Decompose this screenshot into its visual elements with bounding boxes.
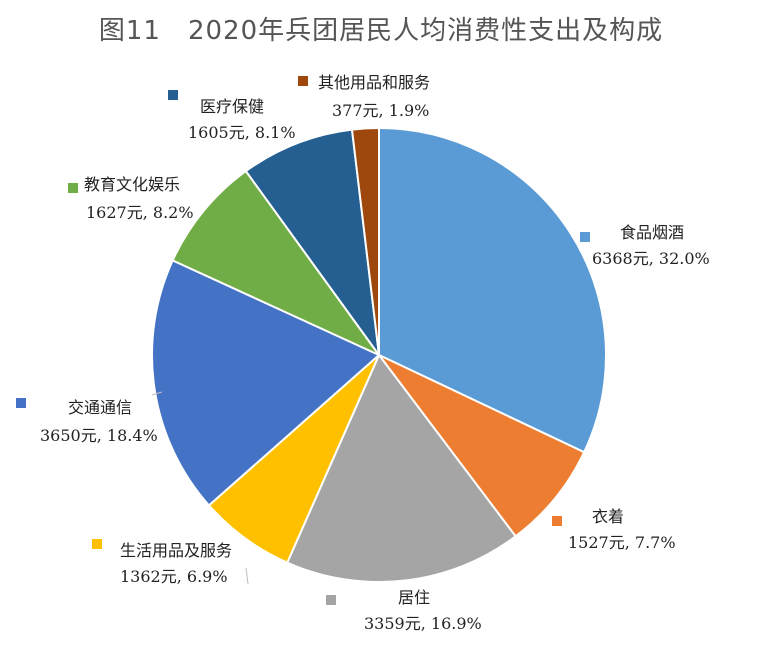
slice-value-label-6: 1605元, 8.1% [188,123,296,142]
slice-name-label-4: 交通通信 [68,398,132,417]
label-marker-6 [168,90,178,100]
slice-value-label-5: 1627元, 8.2% [86,203,194,222]
pie-slice-0 [378,126,607,454]
slice-value-label-4: 3650元, 18.4% [40,426,158,445]
slice-name-label-1: 衣着 [592,507,624,526]
label-marker-0 [580,232,590,242]
slice-name-label-6: 医疗保健 [200,97,264,116]
slice-name-label-5: 教育文化娱乐 [84,175,180,194]
slice-name-label-0: 食品烟酒 [620,223,684,242]
slice-value-label-1: 1527元, 7.7% [568,533,676,552]
label-marker-4 [16,398,26,408]
slice-name-label-2: 居住 [398,588,430,607]
pie-slice-4 [151,259,381,507]
slice-name-label-7: 其他用品和服务 [318,73,430,92]
slice-value-label-0: 6368元, 32.0% [592,249,710,268]
leader-line-3 [245,567,249,585]
label-marker-1 [552,516,562,526]
label-marker-3 [92,539,102,549]
leader-line-4 [151,391,163,396]
pie-slice-1 [378,354,586,538]
slice-value-label-3: 1362元, 6.9% [120,567,228,586]
pie-slice-5 [171,169,383,358]
slice-name-label-3: 生活用品及服务 [120,541,232,560]
pie-slice-7 [350,126,380,356]
label-marker-2 [326,595,336,605]
label-marker-7 [298,76,308,86]
pie-slice-6 [244,128,381,359]
slice-value-label-2: 3359元, 16.9% [364,614,482,633]
chart-title: 图11 2020年兵团居民人均消费性支出及构成 [98,16,664,46]
label-marker-5 [68,183,78,193]
pie-slice-2 [285,353,518,583]
slice-value-label-7: 377元, 1.9% [332,101,429,120]
